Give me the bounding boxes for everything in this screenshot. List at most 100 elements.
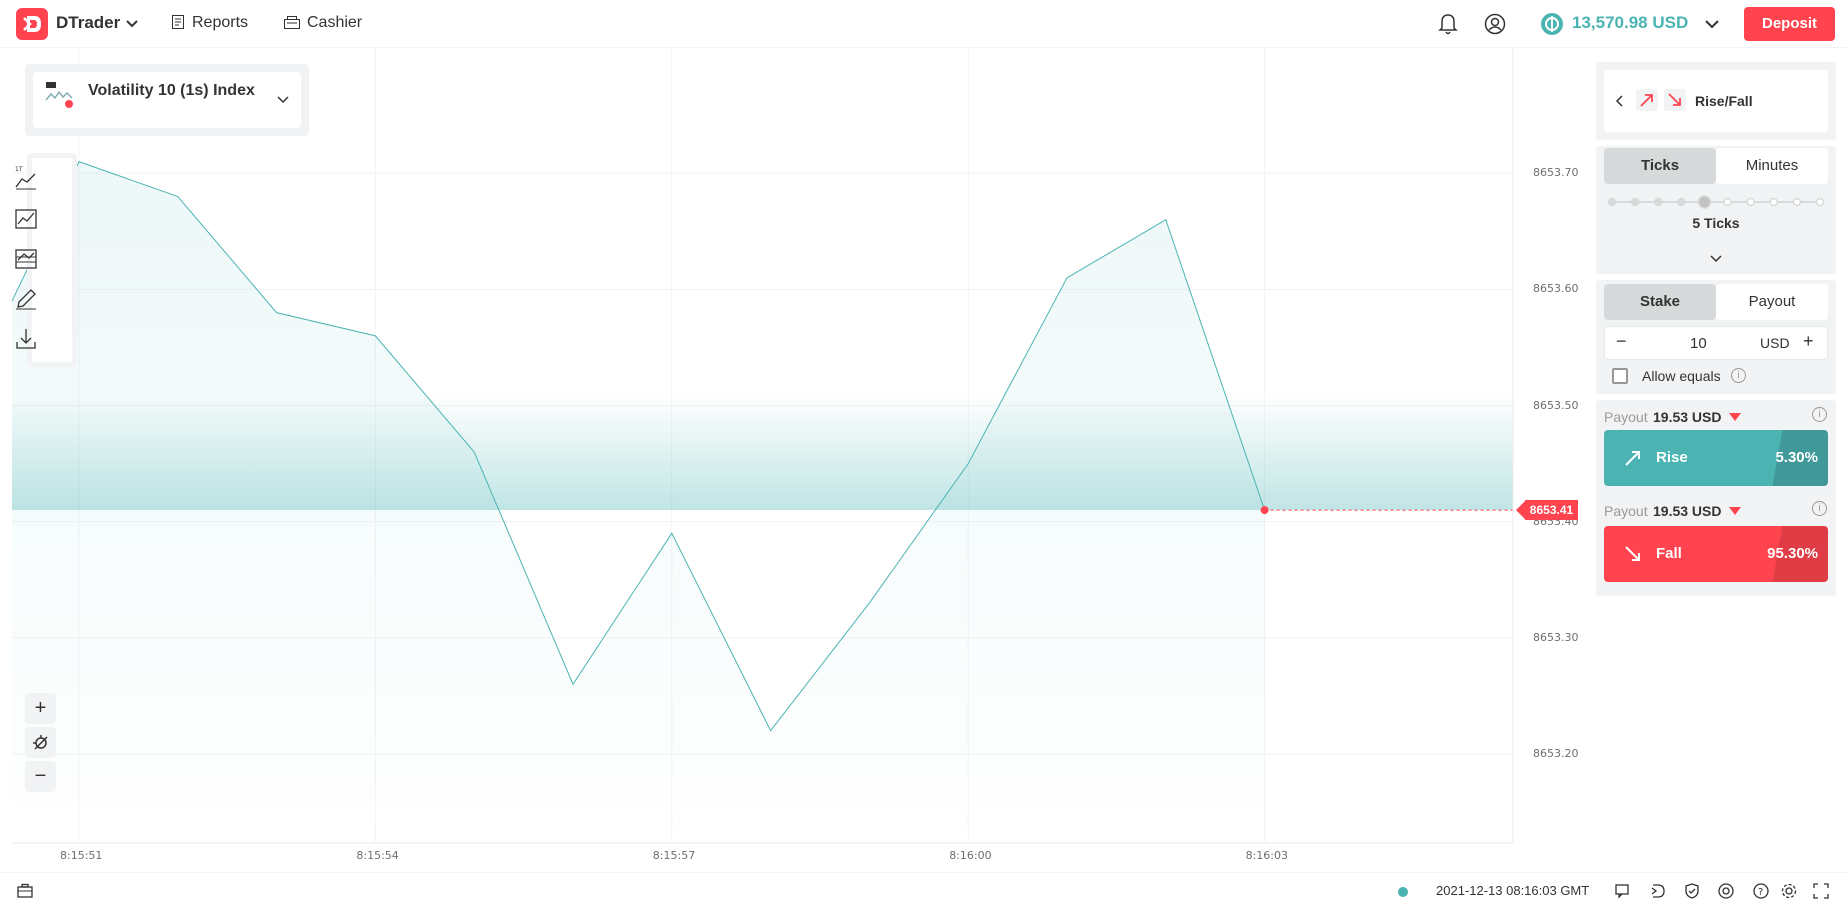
app-switcher-label[interactable]: DTrader bbox=[56, 13, 121, 32]
zoom-out-button[interactable]: − bbox=[25, 761, 56, 792]
top-bar: DTrader Reports Cashier 13,570.98 USD De… bbox=[0, 0, 1848, 48]
info-icon[interactable]: i bbox=[1812, 501, 1827, 516]
cashier-icon bbox=[284, 16, 300, 29]
price-chart[interactable] bbox=[0, 48, 1590, 868]
stake-increment-button[interactable]: + bbox=[1803, 331, 1814, 351]
server-time: 2021-12-13 08:16:03 GMT bbox=[1436, 883, 1590, 898]
settings-gear-icon[interactable] bbox=[1780, 882, 1798, 900]
chart-area[interactable]: 8653.70 8653.60 8653.50 8653.40 8653.30 8653.… bbox=[0, 48, 1590, 868]
deriv-logo-icon[interactable] bbox=[16, 8, 48, 40]
price-area-fill bbox=[12, 161, 1265, 843]
y-tick-label: 8653.50 bbox=[1533, 398, 1579, 412]
reports-icon bbox=[172, 15, 184, 29]
chart-type-icon[interactable]: 1T bbox=[12, 165, 40, 193]
x-tick-label: 8:15:51 bbox=[60, 849, 103, 862]
y-tick-label: 8653.70 bbox=[1533, 166, 1579, 180]
y-tick-label: 8653.20 bbox=[1533, 746, 1579, 760]
drawing-tools-pencil-icon[interactable] bbox=[12, 285, 40, 313]
rise-payout-label: Payout bbox=[1604, 409, 1648, 425]
zoom-in-button[interactable]: + bbox=[25, 693, 56, 724]
allow-equals-checkbox[interactable] bbox=[1612, 368, 1628, 384]
stake-value[interactable]: 10 bbox=[1690, 335, 1707, 352]
tab-minutes[interactable]: Minutes bbox=[1716, 148, 1828, 184]
comparison-icon[interactable] bbox=[12, 245, 40, 273]
account-limits-gauge-icon[interactable] bbox=[1717, 882, 1735, 900]
slider-step[interactable] bbox=[1723, 197, 1732, 207]
rise-purchase-button[interactable]: Rise 5.30% bbox=[1604, 430, 1828, 486]
current-price-dot bbox=[1260, 506, 1269, 515]
x-tick-label: 8:15:54 bbox=[356, 849, 399, 862]
allow-equals-label[interactable]: Allow equals bbox=[1642, 368, 1721, 384]
tab-payout[interactable]: Payout bbox=[1716, 284, 1828, 320]
chevron-down-icon[interactable] bbox=[1703, 15, 1721, 33]
rise-arrow-icon bbox=[1625, 451, 1640, 466]
deriv-go-icon[interactable] bbox=[1649, 882, 1667, 900]
chevron-down-icon[interactable] bbox=[1709, 251, 1723, 265]
fall-percent: 95.30% bbox=[1767, 545, 1818, 562]
indicators-icon[interactable] bbox=[12, 205, 40, 233]
fall-payout-value: 19.53 USD bbox=[1653, 503, 1722, 519]
ticks-slider[interactable] bbox=[1604, 192, 1828, 212]
slider-step[interactable] bbox=[1769, 197, 1779, 207]
trade-type-label[interactable]: Rise/Fall bbox=[1695, 93, 1753, 109]
rise-percent: 5.30% bbox=[1775, 449, 1818, 466]
chevron-left-icon[interactable] bbox=[1612, 93, 1626, 109]
slider-step[interactable] bbox=[1607, 197, 1617, 207]
slider-thumb[interactable] bbox=[1697, 195, 1712, 209]
fall-arrow-icon bbox=[1664, 89, 1686, 111]
crosshair-off-icon bbox=[32, 735, 48, 750]
slider-step[interactable] bbox=[1815, 197, 1825, 207]
notifications-bell-icon[interactable] bbox=[1437, 12, 1459, 36]
chevron-down-icon[interactable] bbox=[276, 92, 290, 106]
price-line bbox=[11, 161, 1266, 732]
rise-payout-value: 19.53 USD bbox=[1653, 409, 1722, 425]
slider-step[interactable] bbox=[1677, 197, 1686, 207]
info-icon[interactable]: i bbox=[1812, 407, 1827, 422]
chart-toolbar bbox=[27, 153, 77, 367]
account-balance[interactable]: 13,570.98 USD bbox=[1572, 13, 1689, 32]
svg-text:1T: 1T bbox=[15, 166, 23, 173]
rise-label: Rise bbox=[1656, 449, 1688, 466]
duration-value: 5 Ticks bbox=[1692, 215, 1740, 231]
payout-down-icon bbox=[1729, 507, 1741, 515]
fall-purchase-button[interactable]: Fall 95.30% bbox=[1604, 526, 1828, 582]
payout-down-icon bbox=[1729, 413, 1741, 421]
slider-step[interactable] bbox=[1630, 197, 1640, 207]
account-profile-icon[interactable] bbox=[1483, 12, 1507, 36]
chevron-down-icon[interactable] bbox=[124, 15, 140, 31]
stake-currency: USD bbox=[1760, 335, 1790, 351]
slider-step[interactable] bbox=[1653, 197, 1663, 207]
x-tick-label: 8:16:03 bbox=[1245, 849, 1288, 862]
fall-label: Fall bbox=[1656, 545, 1682, 562]
fall-arrow-icon bbox=[1625, 546, 1640, 561]
tab-ticks[interactable]: Ticks bbox=[1604, 148, 1716, 184]
slider-step[interactable] bbox=[1746, 197, 1755, 207]
stake-input[interactable] bbox=[1604, 326, 1828, 360]
fall-payout-label: Payout bbox=[1604, 503, 1648, 519]
positions-briefcase-icon[interactable] bbox=[16, 882, 34, 900]
slider-step[interactable] bbox=[1792, 197, 1802, 207]
x-tick-label: 8:15:57 bbox=[652, 849, 696, 862]
currency-usd-icon[interactable] bbox=[1540, 12, 1564, 36]
current-price-tag: 8653.41 bbox=[1525, 500, 1578, 521]
deposit-button[interactable]: Deposit bbox=[1744, 7, 1835, 41]
network-status-dot bbox=[1398, 887, 1408, 897]
symbol-name[interactable]: Volatility 10 (1s) Index bbox=[88, 82, 255, 99]
nav-reports[interactable]: Reports bbox=[170, 14, 248, 32]
nav-cashier[interactable]: Cashier bbox=[283, 14, 362, 32]
responsible-trading-shield-icon[interactable] bbox=[1683, 882, 1701, 900]
price-tag-pointer bbox=[1516, 500, 1526, 521]
download-icon[interactable] bbox=[12, 325, 40, 353]
tab-stake[interactable]: Stake bbox=[1604, 284, 1716, 320]
crosshair-toggle-button[interactable] bbox=[25, 727, 56, 758]
rise-arrow-icon bbox=[1636, 89, 1658, 111]
fullscreen-icon[interactable] bbox=[1812, 882, 1830, 900]
symbol-selector[interactable] bbox=[25, 64, 309, 136]
help-icon[interactable]: ? bbox=[1752, 882, 1770, 900]
stake-decrement-button[interactable]: − bbox=[1616, 331, 1627, 351]
svg-text:?: ? bbox=[1758, 887, 1763, 898]
y-tick-label: 8653.60 bbox=[1533, 282, 1579, 296]
info-icon[interactable]: i bbox=[1731, 368, 1746, 383]
chat-icon[interactable] bbox=[1614, 882, 1632, 900]
nav-reports-label: Reports bbox=[192, 14, 249, 31]
